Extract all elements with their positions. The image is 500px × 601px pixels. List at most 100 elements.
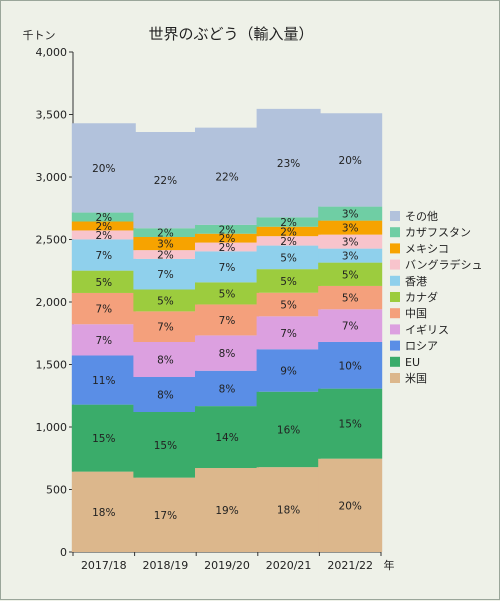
legend-label: EU <box>405 356 420 369</box>
legend-swatch <box>390 243 400 254</box>
legend-item: 中国 <box>390 307 427 320</box>
legend-swatch <box>390 259 400 270</box>
data-label: 2% <box>280 217 297 229</box>
legend-label: 米国 <box>405 372 427 385</box>
data-label: 7% <box>219 262 236 274</box>
data-label: 8% <box>219 383 236 395</box>
data-label: 3% <box>342 209 359 221</box>
data-label: 15% <box>92 433 115 445</box>
bar-segment <box>256 349 321 392</box>
legend-label: 中国 <box>405 307 427 320</box>
bar-segment <box>318 206 383 221</box>
data-label: 10% <box>339 360 362 372</box>
legend-swatch <box>390 275 400 286</box>
bar-stack: 18%16%9%7%5%5%5%2%2%2%23% <box>256 108 321 552</box>
data-label: 2% <box>95 221 112 233</box>
bar-segment <box>71 471 136 552</box>
legend-swatch <box>390 356 400 367</box>
bar-segment <box>195 224 259 234</box>
bars: 18%15%11%7%7%5%7%2%2%2%20%17%15%8%8%7%5%… <box>71 108 383 552</box>
legend-label: カザフスタン <box>405 226 471 239</box>
bar-segment <box>133 342 198 377</box>
bar-segment <box>318 248 383 263</box>
bar-segment <box>71 355 136 405</box>
bar-segment <box>133 132 198 229</box>
x-tick-label: 2019/20 <box>204 559 250 572</box>
bar-segment <box>195 127 259 225</box>
legend-swatch <box>390 227 400 238</box>
y-axis: 0 500 1,000 1,500 2,000 2,500 3,000 3,500 4,000 <box>36 46 74 559</box>
data-label: 7% <box>95 335 112 347</box>
data-label: 5% <box>342 293 359 305</box>
bar-stack: 20% 15% 10% 7% 5% 5% 3% 3% 3% 3% 20% <box>318 113 383 552</box>
bar-segment <box>133 477 198 552</box>
bar-stack: 17% 15% 8% 8% 7% 5% 7% 2%3%2% 22% <box>133 132 198 552</box>
legend-item: カザフスタン <box>390 226 471 239</box>
data-label: 2% <box>219 224 236 236</box>
bar-segment <box>256 467 321 552</box>
x-tick-label: 2021/22 <box>327 559 373 572</box>
data-label: 9% <box>280 366 297 378</box>
data-label: 19% <box>215 505 238 517</box>
bar-segment <box>133 237 198 251</box>
bar-segment <box>133 311 198 342</box>
bar-segment <box>195 242 259 252</box>
data-label: 5% <box>280 252 297 264</box>
legend-label: 香港 <box>405 275 427 288</box>
bar-segment <box>318 234 383 249</box>
bar-segment <box>318 113 383 207</box>
data-label: 5% <box>95 277 112 289</box>
bar-segment <box>71 404 136 472</box>
y-tick-label: 500 <box>46 484 67 497</box>
data-label: 20% <box>339 155 362 167</box>
bar-segment <box>318 388 383 459</box>
bar-segment <box>195 468 259 552</box>
legend-item: カナダ <box>390 290 438 304</box>
legend-swatch <box>390 340 400 351</box>
legend-item: バングラデシュ <box>390 258 483 272</box>
bar-segment <box>133 228 198 237</box>
bar-segment <box>256 226 321 237</box>
data-label: 8% <box>219 348 236 360</box>
bar-segment <box>71 212 136 222</box>
data-label: 5% <box>157 295 174 307</box>
data-label: 23% <box>277 158 300 170</box>
bar-segment <box>133 412 198 478</box>
legend-swatch <box>390 211 400 221</box>
data-label: 15% <box>339 419 362 431</box>
data-label: 8% <box>157 390 174 402</box>
x-axis: 2017/18 2018/19 2019/20 2020/21 2021/22 <box>72 551 382 572</box>
legend-item: 香港 <box>390 275 427 288</box>
legend-item: EU <box>390 356 420 369</box>
bar-segment <box>318 262 383 286</box>
data-label: 2% <box>95 212 112 224</box>
data-label: 7% <box>95 250 112 262</box>
bar-segment <box>133 377 198 412</box>
bar-segment <box>318 220 383 235</box>
bar-segment <box>71 324 136 356</box>
legend-swatch <box>390 373 400 383</box>
data-label: 16% <box>277 424 300 436</box>
data-label: 2% <box>280 226 297 238</box>
bar-segment <box>318 285 383 310</box>
bar-segment <box>318 458 383 552</box>
bar-segment <box>256 217 321 227</box>
bar-segment <box>256 108 321 218</box>
legend-item: イギリス <box>390 323 449 336</box>
bar-segment <box>256 292 321 317</box>
y-tick-label: 2,500 <box>36 234 68 247</box>
legend-item: メキシコ <box>390 242 449 255</box>
data-label: 18% <box>277 505 300 517</box>
bar-segment <box>71 239 136 271</box>
data-label: 5% <box>280 300 297 312</box>
bar-segment <box>256 316 321 350</box>
legend-label: ロシア <box>405 340 438 353</box>
legend-swatch <box>390 324 400 335</box>
x-axis-unit: 年 <box>384 558 395 572</box>
bar-segment <box>195 282 259 305</box>
y-axis-unit: 千トン <box>23 29 56 42</box>
data-label: 11% <box>92 375 115 387</box>
data-label: 3% <box>342 223 359 235</box>
